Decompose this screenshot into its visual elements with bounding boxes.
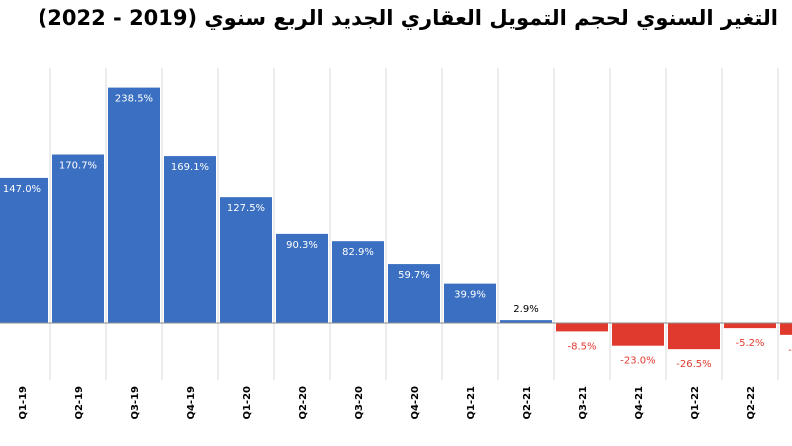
chart-title: التغير السنوي لحجم التمويل العقاري الجدي… (40, 6, 778, 30)
bar (556, 323, 608, 332)
bar (724, 323, 776, 329)
x-tick-label: Q1-21 (466, 386, 477, 420)
x-tick-label: Q3-19 (130, 386, 141, 420)
bar (500, 320, 552, 323)
x-tick-labels: Q1-19 Q2-19 Q3-19 Q4-19 Q1-20 Q2-20 Q3-20 Q4-20… (18, 386, 757, 420)
bar (0, 177, 48, 323)
x-tick-label: Q2-20 (298, 386, 309, 420)
data-label: -23.0% (620, 356, 655, 367)
data-label: -12.0% (788, 345, 792, 356)
bar (668, 323, 720, 350)
x-tick-label: Q4-21 (634, 386, 645, 420)
data-label: 39.9% (454, 290, 486, 301)
x-tick-label: Q2-19 (74, 386, 85, 420)
data-label: 82.9% (342, 247, 374, 258)
data-labels: 147.0% 170.7% 238.5% 169.1% 127.5% 90.3% 82.9%… (3, 94, 792, 371)
bar (108, 87, 160, 324)
grid-lines (49, 68, 779, 380)
data-label: 147.0% (3, 184, 41, 195)
bar (780, 323, 792, 335)
x-tick-label: Q2-21 (522, 386, 533, 420)
data-label: 90.3% (286, 240, 318, 251)
bar (276, 233, 328, 323)
data-label: 170.7% (59, 161, 97, 172)
data-label: 127.5% (227, 203, 265, 214)
x-tick-label: Q1-20 (242, 386, 253, 420)
data-label: -5.2% (735, 338, 764, 349)
bar (388, 264, 440, 323)
bar (444, 283, 496, 323)
bar (332, 241, 384, 323)
data-label: 59.7% (398, 270, 430, 281)
x-tick-label: Q1-19 (18, 386, 29, 420)
bars (0, 87, 792, 350)
bar (164, 156, 216, 323)
x-tick-label: Q4-20 (410, 386, 421, 420)
x-tick-label: Q1-22 (690, 386, 701, 420)
x-tick-label: Q2-22 (746, 386, 757, 420)
data-label: 238.5% (115, 94, 153, 105)
data-label: 2.9% (513, 304, 538, 315)
bar (220, 197, 272, 323)
x-tick-label: Q3-20 (354, 386, 365, 420)
bar (52, 154, 104, 323)
data-label: -8.5% (567, 341, 596, 352)
data-label: -26.5% (676, 359, 711, 370)
x-tick-label: Q4-19 (186, 386, 197, 420)
bar (612, 323, 664, 346)
data-label: 169.1% (171, 162, 209, 173)
x-tick-label: Q3-21 (578, 386, 589, 420)
